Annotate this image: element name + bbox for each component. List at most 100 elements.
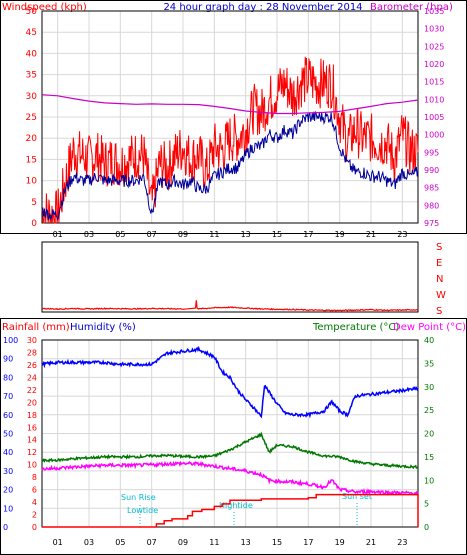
humidity-tick-label: 100 bbox=[3, 336, 18, 345]
rainfall-tick-label: 28 bbox=[27, 348, 37, 357]
sunrise-label: Sun Rise bbox=[121, 493, 156, 502]
hour-tick-label: 13 bbox=[241, 538, 251, 547]
direction-label-s-top: S bbox=[436, 242, 442, 253]
humidity-line bbox=[41, 345, 419, 419]
hour-tick-label: 13 bbox=[241, 230, 251, 239]
hour-tick-label: 07 bbox=[147, 230, 157, 239]
barometer-tick-label: 1000 bbox=[424, 131, 444, 140]
hour-tick-label: 15 bbox=[272, 230, 282, 239]
humidity-tick-label: 30 bbox=[3, 467, 13, 476]
sunset-label: Sun set bbox=[342, 492, 372, 501]
temperature-tick-label: 5 bbox=[424, 500, 429, 509]
hour-tick-label: 15 bbox=[272, 538, 282, 547]
windspeed-axis-ticks: 0 5 10 15 20 25 30 35 40 45 50 bbox=[26, 7, 38, 229]
hour-tick-label: 19 bbox=[335, 538, 345, 547]
temperature-tick-label: 30 bbox=[424, 383, 434, 392]
windspeed-tick-label: 10 bbox=[26, 177, 38, 187]
barometer-tick-label: 990 bbox=[424, 166, 439, 175]
hour-tick-label: 21 bbox=[366, 538, 376, 547]
direction-series-group bbox=[41, 300, 419, 312]
hour-tick-label: 09 bbox=[178, 230, 188, 239]
wind-direction-line bbox=[41, 300, 419, 312]
dewpoint-line bbox=[41, 460, 419, 496]
humidity-tick-label: 40 bbox=[3, 448, 13, 457]
rainfall-tick-label: 20 bbox=[27, 398, 37, 407]
direction-label-w: W bbox=[436, 290, 446, 301]
windspeed-tick-label: 0 bbox=[31, 219, 37, 229]
windspeed-tick-label: 35 bbox=[26, 71, 37, 81]
rainfall-tick-label: 18 bbox=[27, 411, 37, 420]
wind-x-axis-ticks: 01 03 05 07 09 11 13 15 17 19 21 23 bbox=[53, 230, 408, 239]
temperature-tick-label: 10 bbox=[424, 476, 434, 485]
direction-label-e: E bbox=[436, 258, 442, 269]
rainfall-tick-label: 16 bbox=[27, 423, 37, 432]
hour-tick-label: 23 bbox=[397, 538, 407, 547]
rainfall-tick-label: 10 bbox=[27, 461, 37, 470]
rainfall-tick-label: 4 bbox=[32, 498, 37, 507]
astro-markers: Sun Rise Lowtide Hightide Sun set bbox=[121, 492, 372, 527]
temperature-tick-label: 35 bbox=[424, 359, 434, 368]
humidity-tick-label: 70 bbox=[3, 392, 13, 401]
temperature-axis-title: Temperature (°C) bbox=[312, 322, 399, 333]
direction-label-s-bottom: S bbox=[436, 306, 442, 317]
barometer-tick-label: 1005 bbox=[424, 113, 444, 122]
humidity-axis-ticks: 0 10 20 30 40 50 60 70 80 90 100 bbox=[3, 336, 18, 532]
barometer-tick-label: 1015 bbox=[424, 78, 444, 87]
barometer-tick-label: 1010 bbox=[424, 95, 444, 104]
windspeed-axis-title: Windspeed (kph) bbox=[2, 2, 87, 13]
wind-series-group bbox=[41, 56, 419, 224]
hour-tick-label: 01 bbox=[53, 230, 63, 239]
rainfall-tick-label: 2 bbox=[32, 511, 37, 520]
barometer-axis-title: Barometer (hpa) bbox=[370, 2, 453, 13]
barometer-tick-label: 1030 bbox=[424, 25, 444, 34]
windspeed-tick-label: 15 bbox=[26, 155, 37, 165]
windspeed-tick-label: 45 bbox=[26, 28, 37, 38]
hour-tick-label: 23 bbox=[397, 230, 407, 239]
barometer-tick-label: 1020 bbox=[424, 60, 444, 69]
barometer-axis-ticks: 975 980 985 990 995 1000 1005 1010 1015 1020 1025 1… bbox=[424, 7, 444, 228]
temperature-line bbox=[41, 431, 419, 470]
barometer-tick-label: 980 bbox=[424, 201, 439, 210]
temperature-tick-label: 40 bbox=[424, 336, 434, 345]
windspeed-tick-label: 50 bbox=[26, 7, 38, 17]
hour-tick-label: 07 bbox=[147, 538, 157, 547]
temperature-axis-ticks: 0 5 10 15 20 25 30 35 40 bbox=[424, 336, 434, 532]
humidity-tick-label: 50 bbox=[3, 430, 13, 439]
hour-tick-label: 05 bbox=[115, 538, 125, 547]
climate-x-axis-ticks: 01 03 05 07 09 11 13 15 17 19 21 23 bbox=[53, 538, 408, 547]
hour-tick-label: 17 bbox=[303, 230, 313, 239]
barometer-tick-label: 985 bbox=[424, 184, 439, 193]
hour-tick-label: 17 bbox=[303, 538, 313, 547]
humidity-axis-title: Humidity (%) bbox=[70, 322, 136, 333]
hour-tick-label: 11 bbox=[209, 230, 219, 239]
humidity-tick-label: 60 bbox=[3, 411, 13, 420]
hour-tick-label: 01 bbox=[53, 538, 63, 547]
humidity-tick-label: 80 bbox=[3, 373, 13, 382]
barometer-tick-label: 995 bbox=[424, 148, 439, 157]
windspeed-tick-label: 5 bbox=[31, 198, 37, 208]
graph-title: 24 hour graph day : 28 November 2014 bbox=[163, 2, 362, 13]
barometer-tick-label: 975 bbox=[424, 219, 439, 228]
temperature-tick-label: 15 bbox=[424, 453, 434, 462]
climate-series-group bbox=[41, 345, 419, 528]
hightide-label: Hightide bbox=[219, 501, 253, 510]
dewpoint-axis-title: Dew Point (°C) bbox=[393, 322, 466, 333]
direction-label-n: N bbox=[436, 274, 443, 285]
rainfall-tick-label: 8 bbox=[32, 473, 37, 482]
humidity-tick-label: 20 bbox=[3, 486, 13, 495]
wind-plot-area bbox=[41, 10, 419, 224]
windspeed-tick-label: 40 bbox=[26, 49, 38, 59]
direction-plot-area bbox=[41, 241, 419, 313]
temperature-tick-label: 20 bbox=[424, 430, 434, 439]
rainfall-tick-label: 6 bbox=[32, 486, 37, 495]
rainfall-tick-label: 22 bbox=[27, 386, 37, 395]
humidity-tick-label: 90 bbox=[3, 355, 13, 364]
rainfall-line bbox=[42, 493, 419, 528]
windspeed-tick-label: 25 bbox=[26, 113, 37, 123]
windspeed-tick-label: 20 bbox=[26, 134, 38, 144]
rainfall-axis-title: Rainfall (mm) bbox=[2, 322, 70, 333]
hour-tick-label: 09 bbox=[178, 538, 188, 547]
